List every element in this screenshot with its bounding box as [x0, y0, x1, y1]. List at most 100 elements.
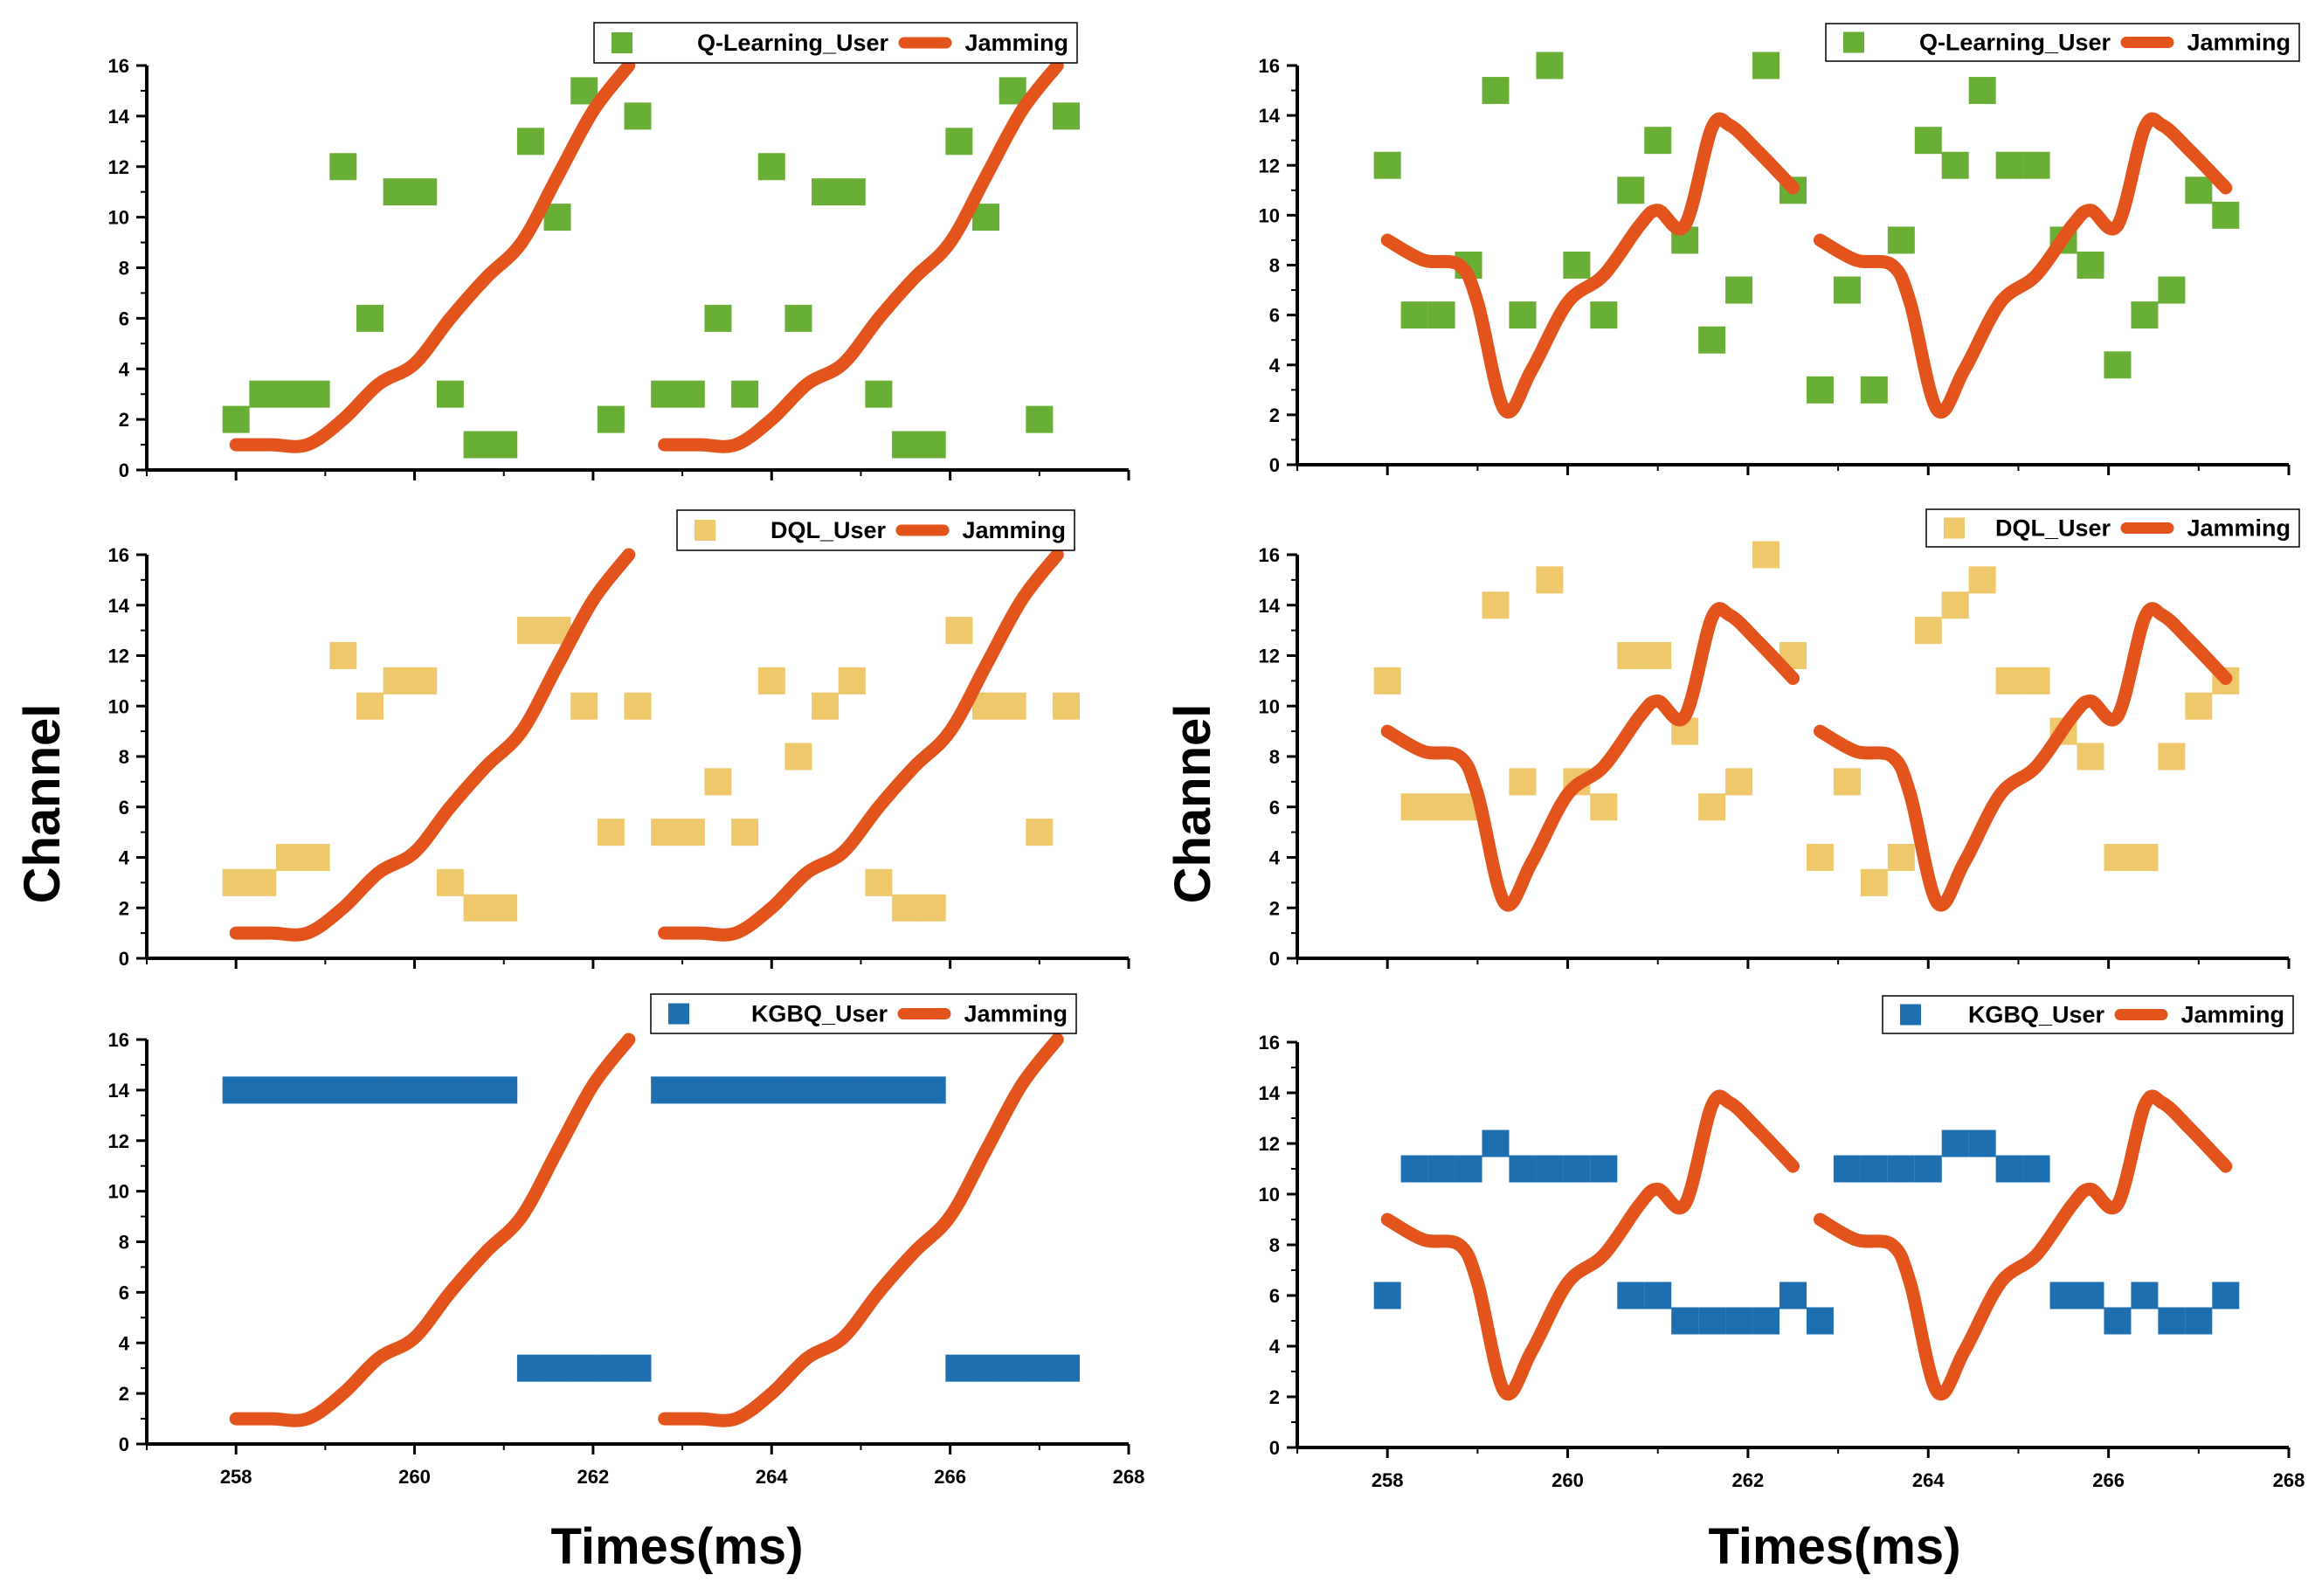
user-marker [624, 1354, 652, 1382]
user-marker [1914, 617, 1942, 645]
user-marker [1509, 768, 1537, 796]
x-axis-title-right: Times(ms) [1708, 1518, 1960, 1575]
user-marker [865, 868, 893, 896]
user-marker [356, 1076, 384, 1104]
y-tick-label: 10 [1259, 204, 1280, 226]
user-marker [1590, 793, 1618, 821]
user-marker [222, 868, 250, 896]
user-marker [1833, 1155, 1861, 1183]
user-marker [945, 128, 973, 155]
y-tick-label: 2 [119, 409, 129, 431]
y-tick-label: 0 [119, 948, 129, 970]
y-tick-label: 8 [119, 258, 129, 280]
y-tick-label: 6 [1269, 305, 1280, 327]
legend-user-swatch [668, 1003, 689, 1025]
x-tick-label: 268 [1113, 1466, 1145, 1488]
y-axis-title-left: Channel [14, 704, 71, 904]
plots-layer: 0 2 4 6 8 10 12 14 16 Q-Learning_User Jamming 0 2 4 6 8… [108, 22, 2305, 1491]
user-marker [1455, 1155, 1482, 1183]
user-marker [1373, 151, 1401, 179]
user-marker [2212, 201, 2240, 229]
user-marker [570, 692, 598, 720]
user-marker [2158, 1307, 2186, 1335]
y-tick-label: 0 [119, 459, 129, 481]
chart-q-left: 0 2 4 6 8 10 12 14 16 Q-Learning_User Jamming [108, 22, 1130, 481]
user-marker [731, 380, 759, 408]
user-marker [1400, 1155, 1428, 1183]
legend: DQL_User Jamming [676, 509, 1075, 551]
user-marker [784, 743, 812, 770]
x-tick-label: 264 [1912, 1469, 1945, 1491]
user-marker [436, 868, 464, 896]
user-marker [2131, 1282, 2159, 1309]
user-marker [329, 153, 357, 181]
legend-user-swatch [1944, 517, 1965, 539]
chart-q-right: 0 2 4 6 8 10 12 14 16 Q-Learning_User Jamming [1259, 23, 2300, 476]
user-marker [704, 768, 732, 796]
user-marker [918, 894, 946, 922]
legend-box [593, 22, 1078, 64]
legend-user-label: Q-Learning_User [1919, 30, 2111, 56]
y-tick-label: 0 [119, 1434, 129, 1455]
legend: Q-Learning_User Jamming [1825, 23, 2300, 62]
user-marker [1806, 844, 1834, 871]
user-marker [999, 1354, 1026, 1382]
legend: Q-Learning_User Jamming [593, 22, 1078, 64]
user-marker [1536, 52, 1564, 79]
user-marker [1052, 102, 1080, 130]
legend-user-swatch [1900, 1004, 1921, 1026]
user-marker [1725, 276, 1753, 304]
x-tick-label: 268 [2273, 1469, 2305, 1491]
user-marker [2077, 743, 2104, 770]
user-marker [1536, 1155, 1564, 1183]
user-marker [436, 1076, 464, 1104]
user-marker [302, 380, 330, 408]
user-marker [302, 1076, 330, 1104]
legend-user-swatch [1843, 31, 1864, 53]
y-tick-label: 16 [108, 1029, 129, 1051]
y-tick-label: 16 [1259, 1032, 1280, 1054]
user-marker [275, 844, 303, 871]
legend-jamming-label: Jamming [964, 1001, 1068, 1027]
user-marker [249, 868, 277, 896]
user-marker [1941, 151, 1969, 179]
user-marker [784, 304, 812, 332]
y-tick-label: 12 [1259, 1133, 1280, 1155]
user-marker [892, 431, 920, 459]
y-tick-label: 12 [1259, 155, 1280, 176]
user-marker [2104, 844, 2132, 871]
legend-box [1882, 995, 2294, 1034]
user-marker [1427, 1155, 1455, 1183]
user-marker [302, 844, 330, 871]
user-marker [757, 667, 785, 694]
y-tick-label: 12 [108, 156, 129, 178]
user-marker [731, 819, 759, 846]
user-marker [1914, 1155, 1942, 1183]
user-marker [1482, 591, 1510, 619]
user-marker [1617, 642, 1645, 669]
user-marker [249, 1076, 277, 1104]
jamming-line [1814, 602, 2233, 912]
user-marker [1617, 1282, 1645, 1309]
y-tick-label: 4 [119, 1332, 130, 1354]
user-marker [1052, 692, 1080, 720]
user-marker [1752, 52, 1780, 79]
user-marker [651, 380, 679, 408]
user-marker [2131, 844, 2159, 871]
user-marker [463, 1076, 491, 1104]
legend-box [650, 993, 1077, 1034]
user-marker [2022, 1155, 2050, 1183]
user-marker [356, 304, 384, 332]
y-tick-label: 2 [1269, 1386, 1280, 1408]
user-marker [1887, 226, 1915, 254]
user-marker [249, 380, 277, 408]
user-marker [1806, 376, 1834, 404]
x-axis-title-left: Times(ms) [550, 1518, 803, 1575]
user-marker [356, 692, 384, 720]
y-tick-label: 12 [108, 646, 129, 667]
user-marker [1725, 1307, 1753, 1335]
user-marker [543, 1354, 571, 1382]
user-marker [490, 431, 518, 459]
user-marker [1752, 541, 1780, 569]
